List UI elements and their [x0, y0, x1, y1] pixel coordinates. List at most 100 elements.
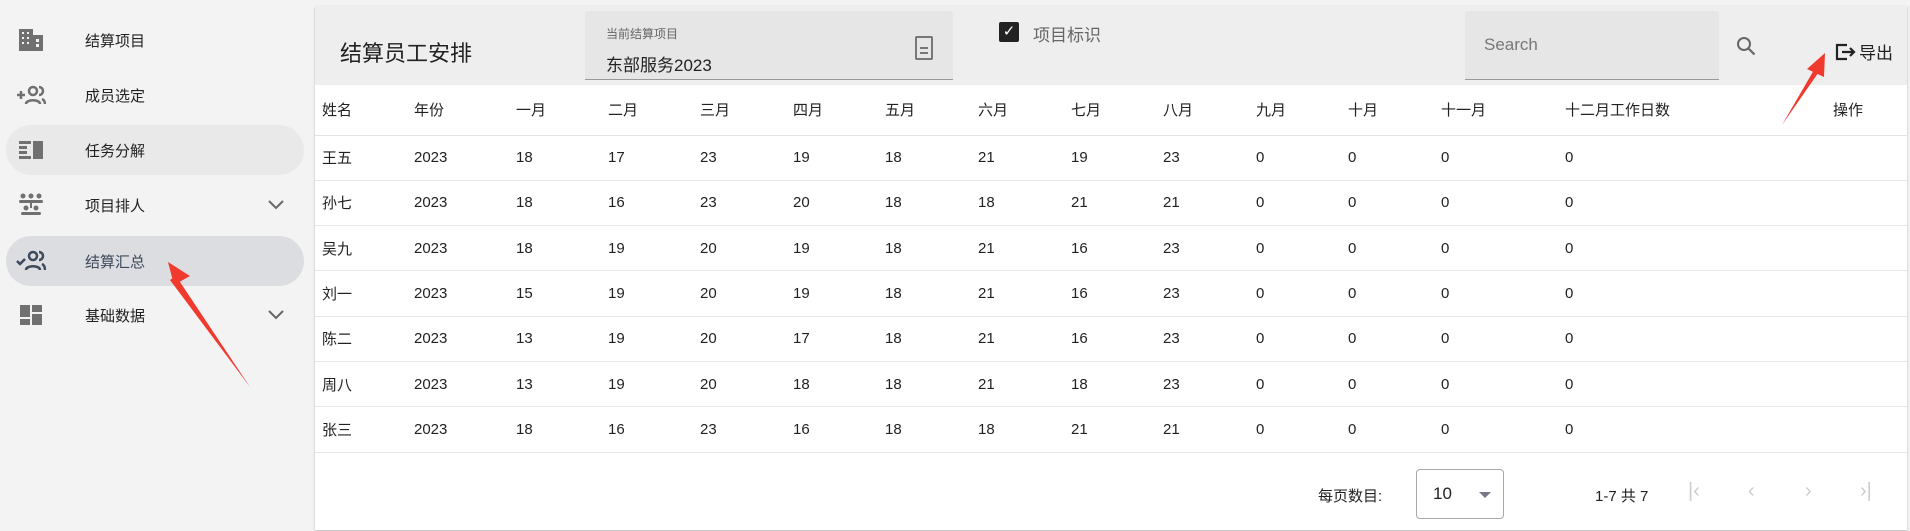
- table-row[interactable]: 孙七 2023 18 16 23 20 18 18 21 21 0 0 0 0: [315, 180, 1907, 227]
- table-cell: 0: [1434, 225, 1558, 272]
- data-table: 姓名 年份 一月 二月 三月 四月 五月 六月 七月 八月 九月 十月 十一月 十二月工作日数 操作 王五 2…: [315, 85, 1907, 453]
- table-cell: 2023: [407, 135, 509, 181]
- sidebar-item-member-select[interactable]: 成员选定: [6, 70, 304, 120]
- table-cell: 21: [971, 361, 1064, 408]
- table-cell: [1826, 406, 1907, 453]
- table-cell: 0: [1249, 361, 1341, 408]
- sidebar-item-settlement-project[interactable]: 结算项目: [6, 15, 304, 65]
- table-cell: 18: [1064, 361, 1156, 408]
- table-cell: 21: [971, 270, 1064, 317]
- table-cell: 18: [878, 316, 971, 362]
- table-cell: 0: [1558, 135, 1826, 181]
- table-cell: 0: [1341, 180, 1434, 227]
- table-cell: 0: [1558, 406, 1826, 453]
- table-cell: 0: [1558, 316, 1826, 362]
- table-cell: [1826, 135, 1907, 181]
- list-select-icon[interactable]: [915, 36, 933, 60]
- last-page-icon[interactable]: ›|: [1860, 480, 1872, 502]
- table-row[interactable]: 陈二 2023 13 19 20 17 18 21 16 23 0 0 0 0: [315, 316, 1907, 362]
- group-check-icon: [16, 248, 46, 274]
- table-cell: 孙七: [315, 180, 407, 227]
- next-page-icon[interactable]: ›: [1805, 480, 1812, 502]
- table-row[interactable]: 刘一 2023 15 19 20 19 18 21 16 23 0 0 0 0: [315, 270, 1907, 317]
- table-row[interactable]: 吴九 2023 18 19 20 19 18 21 16 23 0 0 0 0: [315, 225, 1907, 272]
- table-cell: 19: [1064, 135, 1156, 181]
- table-cell: 19: [786, 270, 878, 317]
- column-header: 八月: [1156, 85, 1249, 136]
- table-cell: 0: [1341, 270, 1434, 317]
- table-cell: 21: [971, 225, 1064, 272]
- table-cell: 2023: [407, 316, 509, 362]
- column-header: 三月: [693, 85, 786, 136]
- table-cell: 陈二: [315, 316, 407, 362]
- project-flag-checkbox[interactable]: ✓: [999, 22, 1019, 42]
- building-icon: [16, 27, 46, 53]
- table-cell: 23: [693, 406, 786, 453]
- table-cell: 0: [1558, 270, 1826, 317]
- table-cell: 19: [786, 225, 878, 272]
- dashboard-icon: [16, 302, 46, 328]
- table-cell: 0: [1434, 361, 1558, 408]
- table-cell: 18: [509, 225, 601, 272]
- sidebar-item-settlement-summary[interactable]: 结算汇总: [6, 236, 304, 286]
- search-icon[interactable]: [1736, 36, 1756, 56]
- table-cell: 15: [509, 270, 601, 317]
- table-cell: 16: [1064, 270, 1156, 317]
- table-cell: 17: [601, 135, 693, 181]
- table-cell: 0: [1434, 135, 1558, 181]
- sidebar-item-label: 成员选定: [85, 87, 146, 105]
- table-row[interactable]: 周八 2023 13 19 20 18 18 21 18 23 0 0 0 0: [315, 361, 1907, 408]
- table-cell: 18: [786, 361, 878, 408]
- sidebar-item-base-data[interactable]: 基础数据: [6, 290, 304, 340]
- search-field[interactable]: [1465, 11, 1719, 80]
- table-cell: 18: [509, 180, 601, 227]
- chevron-down-icon[interactable]: [268, 197, 284, 213]
- table-row[interactable]: 王五 2023 18 17 23 19 18 21 19 23 0 0 0 0: [315, 135, 1907, 181]
- table-cell: 23: [1156, 361, 1249, 408]
- table-cell: 21: [971, 135, 1064, 181]
- project-select-label: 当前结算项目: [606, 27, 679, 41]
- table-cell: 周八: [315, 361, 407, 408]
- page-title: 结算员工安排: [340, 41, 473, 66]
- table-cell: 2023: [407, 225, 509, 272]
- table-cell: 20: [693, 270, 786, 317]
- table-cell: 21: [1064, 406, 1156, 453]
- sidebar-item-label: 结算项目: [85, 32, 146, 50]
- table-cell: 16: [601, 180, 693, 227]
- column-header: 五月: [878, 85, 971, 136]
- rows-per-page-select[interactable]: 10: [1416, 469, 1504, 519]
- table-cell: 23: [1156, 316, 1249, 362]
- table-cell: 王五: [315, 135, 407, 181]
- table-cell: 23: [1156, 270, 1249, 317]
- add-group-icon: [16, 82, 46, 108]
- table-cell: 19: [601, 361, 693, 408]
- column-header: 十月: [1341, 85, 1434, 136]
- sidebar-item-label: 基础数据: [85, 307, 146, 325]
- export-button[interactable]: 导出: [1835, 39, 1893, 64]
- export-icon: [1835, 43, 1856, 60]
- table-cell: [1826, 225, 1907, 272]
- search-input[interactable]: [1465, 11, 1719, 79]
- table-row[interactable]: 张三 2023 18 16 23 16 18 18 21 21 0 0 0 0: [315, 406, 1907, 453]
- column-header: 操作: [1826, 85, 1907, 136]
- table-cell: 0: [1249, 406, 1341, 453]
- chevron-down-icon[interactable]: [268, 307, 284, 323]
- table-cell: 13: [509, 316, 601, 362]
- first-page-icon[interactable]: |‹: [1688, 480, 1700, 502]
- table-cell: 0: [1434, 270, 1558, 317]
- sidebar-item-task-breakdown[interactable]: 任务分解: [6, 125, 304, 175]
- table-cell: 18: [878, 361, 971, 408]
- column-header: 二月: [601, 85, 693, 136]
- sidebar-item-label: 项目排人: [85, 197, 146, 215]
- table-header-row: 姓名 年份 一月 二月 三月 四月 五月 六月 七月 八月 九月 十月 十一月 十二月工作日数 操作: [315, 85, 1907, 136]
- table-cell: 20: [693, 316, 786, 362]
- rows-per-page-value: 10: [1433, 484, 1452, 503]
- table-cell: 23: [1156, 225, 1249, 272]
- table-cell: 吴九: [315, 225, 407, 272]
- prev-page-icon[interactable]: ‹: [1748, 480, 1755, 502]
- sidebar-item-project-staffing[interactable]: 项目排人: [6, 180, 304, 230]
- project-select[interactable]: 当前结算项目 东部服务2023: [585, 11, 953, 80]
- table-cell: 18: [509, 406, 601, 453]
- table-cell: [1826, 316, 1907, 362]
- table-cell: [1826, 361, 1907, 408]
